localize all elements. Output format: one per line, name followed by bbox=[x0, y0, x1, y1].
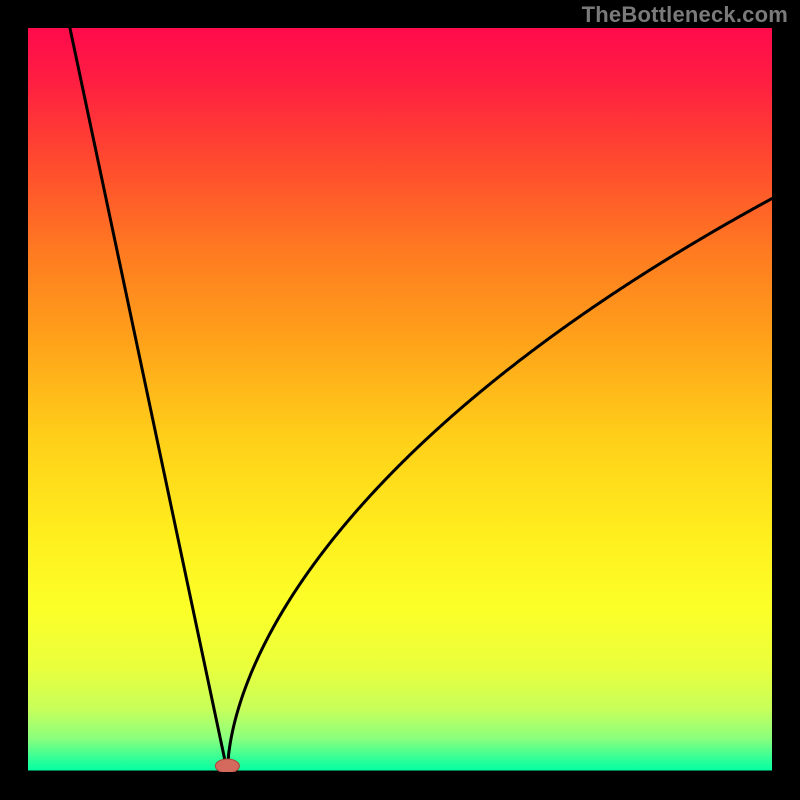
chart-canvas: TheBottleneck.com bbox=[0, 0, 800, 800]
plot-background bbox=[28, 28, 772, 772]
watermark-text: TheBottleneck.com bbox=[582, 2, 788, 28]
optimal-marker bbox=[215, 759, 239, 773]
chart-svg bbox=[0, 0, 800, 800]
